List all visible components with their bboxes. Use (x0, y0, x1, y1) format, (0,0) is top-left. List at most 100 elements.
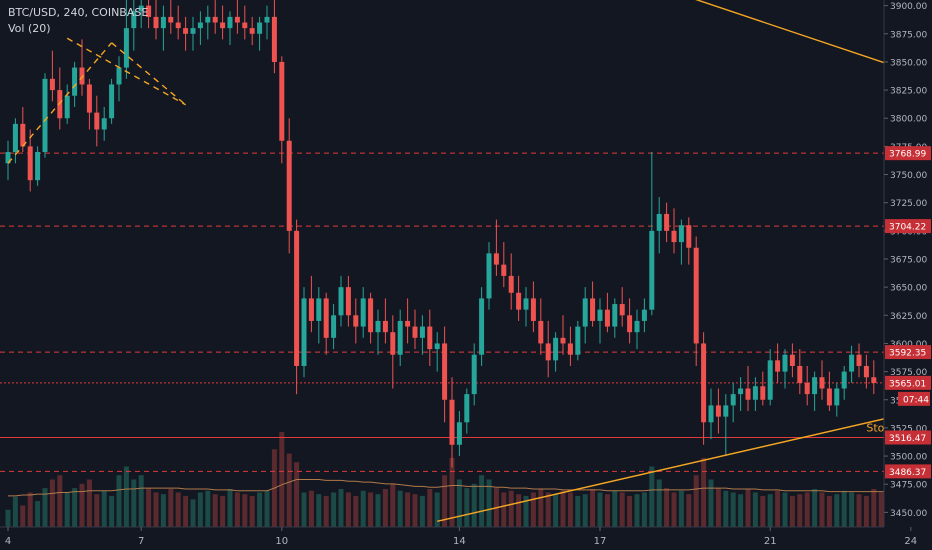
volume-bar (294, 462, 300, 527)
volume-bar (397, 490, 403, 527)
volume-bar (767, 494, 773, 527)
volume-bar (545, 492, 551, 527)
volume-bar (871, 489, 877, 527)
candle-body (516, 292, 522, 310)
candle-body (641, 309, 647, 321)
volume-bar (745, 489, 751, 527)
trendline (7, 42, 113, 164)
volume-indicator-label: Vol (20) (8, 22, 51, 35)
volume-bar (730, 492, 736, 527)
price-tag-box (885, 375, 931, 390)
candle-body (101, 118, 107, 130)
candle-body (86, 84, 92, 113)
volume-bar (412, 494, 418, 527)
volume-bar (101, 490, 107, 527)
candle-body (35, 152, 41, 181)
price-tag: 3704.22 (885, 219, 931, 234)
volume-bar (109, 495, 115, 527)
volume-bar (382, 489, 388, 527)
candle-body (782, 354, 788, 372)
candle-body (523, 298, 529, 310)
trendline (437, 418, 884, 523)
volume-bar (94, 494, 100, 527)
volume-bar (812, 489, 818, 527)
volume-bars (5, 432, 884, 527)
candle-body (197, 22, 203, 29)
volume-bar (390, 483, 396, 527)
candle-body (604, 309, 610, 327)
volume-bar (619, 492, 625, 527)
y-tick-label: 3575.00 (890, 368, 927, 378)
volume-bar (708, 479, 714, 527)
x-tick-label: 7 (138, 536, 144, 547)
volume-bar (168, 489, 174, 527)
candle-body (160, 16, 166, 29)
candle-body (294, 230, 300, 366)
y-tick-label: 3500.00 (890, 453, 927, 463)
candle-body (138, 5, 144, 12)
y-tick-label: 3825.00 (890, 87, 927, 97)
candle-body (227, 16, 233, 29)
volume-bar (856, 494, 862, 527)
candle-body (434, 343, 440, 350)
candle-body (427, 326, 433, 350)
volume-bar (641, 492, 647, 527)
volume-bar (715, 488, 721, 527)
volume-bar (146, 488, 152, 527)
y-tick-label: 3475.00 (890, 481, 927, 491)
candle-body (456, 422, 462, 445)
volume-bar (138, 475, 144, 527)
candle-body (257, 22, 263, 34)
candle-body (849, 354, 855, 372)
trendline (111, 42, 187, 106)
volume-bar (368, 492, 374, 527)
volume-bar (419, 495, 425, 527)
price-tag-label: 3565.01 (889, 379, 926, 389)
candle-body (612, 304, 618, 327)
volume-ma-line (8, 479, 884, 497)
candle-body (79, 67, 85, 85)
stop-loss-label: Stop loss (866, 421, 916, 434)
volume-bar (760, 495, 766, 527)
volume-bar (308, 490, 314, 527)
candle-body (708, 405, 714, 423)
candle-body (123, 28, 129, 68)
candle-body (560, 337, 566, 344)
candle-body (175, 22, 181, 29)
candle-body (94, 112, 100, 130)
volume-bar (242, 494, 248, 527)
volume-bar (116, 475, 122, 527)
countdown-label: 07:44 (903, 395, 929, 405)
price-tag-label: 3704.22 (889, 223, 926, 233)
candle-body (190, 28, 196, 34)
candle-body (464, 394, 470, 423)
volume-bar (20, 505, 26, 527)
candle-body (752, 386, 758, 400)
volume-bar (183, 495, 189, 527)
candle-body (20, 123, 26, 147)
x-tick-label: 14 (453, 536, 466, 547)
candle-body (812, 377, 818, 395)
candle-body (567, 343, 573, 355)
volume-bar (775, 490, 781, 527)
candle-body (493, 253, 499, 265)
volume-bar (479, 475, 485, 527)
volume-bar (678, 490, 684, 527)
candle-body (871, 377, 877, 383)
volume-bar (604, 494, 610, 527)
candle-body (545, 343, 551, 361)
volume-bar (442, 475, 448, 527)
volume-bar (212, 494, 218, 527)
volume-bar (375, 494, 381, 527)
volume-bar (249, 495, 255, 527)
volume-bar (841, 490, 847, 527)
candle-body (656, 213, 662, 231)
candle-body (412, 326, 418, 338)
volume-bar (456, 479, 462, 527)
y-tick-label: 3875.00 (890, 30, 927, 40)
candle-body (234, 16, 240, 23)
price-tag-label: 3592.35 (889, 349, 926, 359)
